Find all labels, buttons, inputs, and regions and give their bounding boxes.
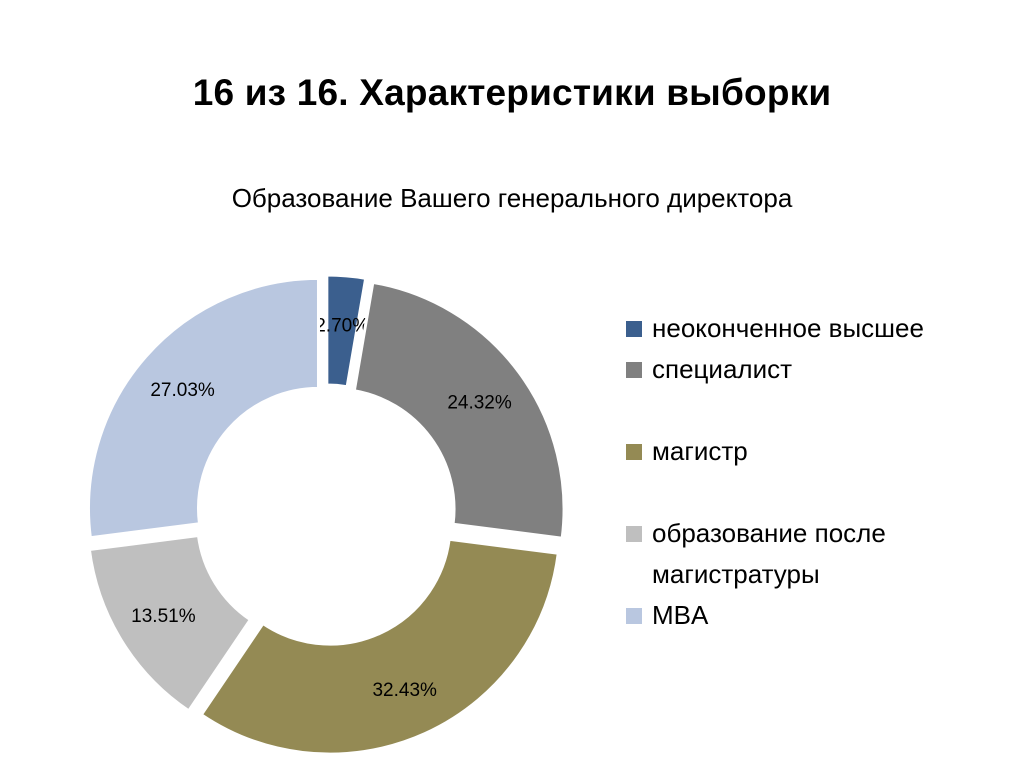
data-label-specialist: 24.32%: [447, 392, 512, 413]
legend-swatch-mba: [626, 608, 642, 624]
chart-title: Образование Вашего генерального директор…: [231, 183, 793, 213]
data-label-post-master: 13.51%: [131, 606, 196, 627]
data-label-unfinished-higher: 2.70%: [315, 316, 369, 337]
donut-slice-master: [199, 537, 560, 756]
legend-swatch-master: [626, 444, 642, 460]
legend-item-specialist: специалист: [626, 349, 956, 390]
chart-legend: неоконченное высшее специалист магистр о…: [626, 308, 956, 636]
data-label-mba: 27.03%: [150, 380, 215, 401]
slide-title: 16 из 16. Характеристики выборки: [192, 72, 832, 113]
legend-item-unfinished-higher: неоконченное высшее: [626, 308, 956, 349]
donut-slice-specialist: [352, 280, 566, 540]
legend-swatch-post-master: [626, 526, 642, 542]
donut-slice-unfinished-higher: [325, 273, 368, 389]
legend-label: магистр: [652, 436, 748, 466]
donut-slice-mba: [87, 276, 320, 540]
legend-item-master: магистр: [626, 431, 956, 472]
legend-label: образование после магистратуры: [652, 518, 886, 589]
legend-item-mba: MBA: [626, 595, 956, 636]
legend-item-post-master: образование после магистратуры: [626, 513, 956, 595]
legend-label: специалист: [652, 354, 793, 384]
data-label-master: 32.43%: [372, 680, 437, 701]
legend-label: MBA: [652, 600, 709, 630]
donut-slice-post-master: [87, 533, 253, 713]
legend-swatch-specialist: [626, 362, 642, 378]
legend-label: неоконченное высшее: [652, 313, 924, 343]
legend-swatch-unfinished-higher: [626, 321, 642, 337]
